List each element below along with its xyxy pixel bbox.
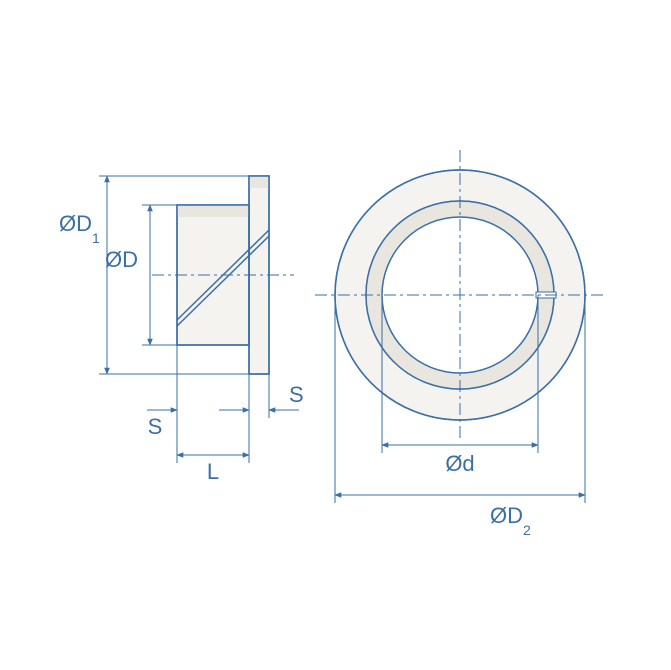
label-D1: ØD1 (59, 211, 100, 246)
label-d: Ød (445, 451, 474, 476)
label-S-right: S (289, 382, 304, 407)
label-L: L (207, 459, 219, 484)
bushing-diagram: ØD1ØD S S L Ød ØD2 (0, 0, 671, 670)
label-D: ØD (105, 247, 138, 272)
label-S-left: S (148, 414, 163, 439)
label-D2: ØD2 (490, 503, 531, 538)
